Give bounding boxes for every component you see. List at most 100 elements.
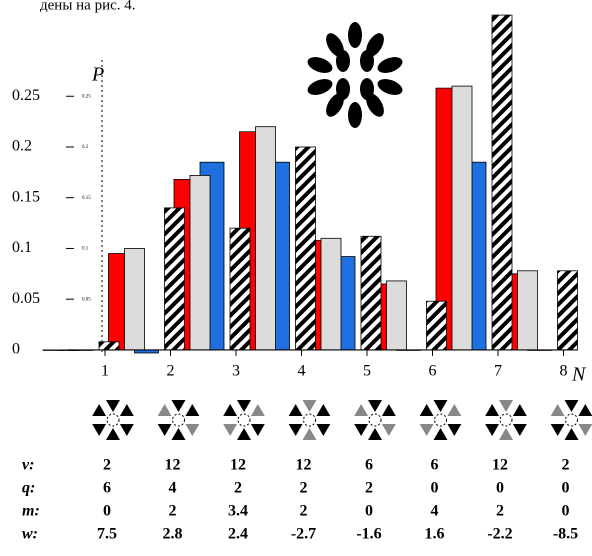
cell: 4 (169, 480, 177, 497)
x-tick-label: 3 (232, 363, 240, 380)
top-text: дены на рис. 4. (40, 0, 136, 13)
icon-center (304, 414, 316, 426)
bar (165, 208, 185, 350)
row-label: w: (22, 526, 38, 543)
y-tick-label: 0.2 (12, 138, 32, 155)
bar (427, 301, 447, 350)
arrow (303, 428, 317, 440)
cell: 2 (300, 480, 308, 497)
row-label: m: (22, 503, 40, 520)
y-tick-label: 0.05 (12, 290, 40, 307)
cell: -2.7 (291, 526, 316, 543)
bar (518, 271, 538, 350)
icon-center (435, 414, 447, 426)
icon-center (238, 414, 250, 426)
x-tick-label: 8 (560, 363, 568, 380)
cell: 6 (431, 457, 439, 474)
bar (492, 15, 512, 350)
cell: 3.4 (228, 503, 248, 520)
cell: 2 (234, 480, 242, 497)
x-tick-label: 2 (167, 363, 175, 380)
bar (321, 238, 341, 350)
cell: 6 (103, 480, 111, 497)
arrow (368, 400, 382, 412)
cell: 2 (169, 503, 177, 520)
arrow (434, 428, 448, 440)
arrow (158, 404, 175, 422)
arrow (289, 404, 306, 422)
symmetry-icon (289, 400, 331, 440)
arrow (106, 400, 120, 412)
arrow (172, 428, 186, 440)
x-tick-label: 6 (429, 363, 437, 380)
symmetry-icon (158, 400, 200, 440)
row-label: v: (22, 457, 34, 474)
cell: 1.6 (425, 526, 445, 543)
cell: 12 (230, 457, 246, 474)
symmetry-icon (223, 400, 265, 440)
cell: 0 (562, 503, 570, 520)
y-tick-label: 0 (12, 341, 20, 358)
bar (256, 127, 276, 350)
arrow (551, 404, 568, 422)
icon-center (566, 414, 578, 426)
icon-center (500, 414, 512, 426)
cell: 2 (103, 457, 111, 474)
y-tick-label: 0.25 (12, 87, 40, 104)
x-tick-label: 4 (298, 363, 306, 380)
arrow (223, 404, 240, 422)
cell: 4 (431, 503, 439, 520)
cell: -2.2 (487, 526, 512, 543)
y-tick-label: 0.1 (12, 239, 32, 256)
x-tick-label: 5 (363, 363, 371, 380)
arrow (106, 428, 120, 440)
row-label: q: (22, 480, 35, 497)
arrow (172, 400, 186, 412)
y-tick-label-small: 0.05 (82, 297, 91, 302)
cell: 2.8 (163, 526, 183, 543)
cell: 7.5 (97, 526, 117, 543)
symmetry-icon (485, 400, 527, 440)
cell: 12 (492, 457, 508, 474)
bar (361, 236, 381, 350)
cell: 2 (300, 503, 308, 520)
cell: 0 (431, 480, 439, 497)
bar (452, 86, 472, 350)
y-tick-label-small: 0.1 (82, 247, 89, 252)
y-tick-label-small: 0.2 (82, 145, 89, 150)
cell: 0 (496, 480, 504, 497)
arrow (434, 400, 448, 412)
arrow (354, 404, 371, 422)
arrow (565, 428, 579, 440)
x-tick-label: 1 (101, 363, 109, 380)
cell: -1.6 (356, 526, 381, 543)
cell: 12 (296, 457, 312, 474)
cell: 2 (496, 503, 504, 520)
arrow (420, 404, 437, 422)
bar (296, 147, 316, 350)
cell: 2 (562, 457, 570, 474)
x-tick-label: 7 (494, 363, 502, 380)
cell: 2.4 (228, 526, 248, 543)
icon-center (369, 414, 381, 426)
y-tick-label: 0.15 (12, 188, 40, 205)
symmetry-icon (92, 400, 134, 440)
arrow (92, 404, 109, 422)
symmetry-icon (420, 400, 462, 440)
cell: 0 (562, 480, 570, 497)
chart: дены на рис. 4. P N 00.050.050.10.10.150… (0, 0, 592, 556)
arrow (565, 400, 579, 412)
arrow (237, 400, 251, 412)
bar (230, 228, 250, 350)
bar (387, 281, 407, 350)
arrow (499, 428, 513, 440)
bar (558, 271, 578, 350)
flower-icon (305, 22, 404, 128)
bar (190, 175, 210, 350)
bar (125, 248, 145, 349)
cell: 12 (165, 457, 181, 474)
cell: 0 (103, 503, 111, 520)
symmetry-icon (354, 400, 396, 440)
cell: 0 (365, 503, 373, 520)
arrow (368, 428, 382, 440)
